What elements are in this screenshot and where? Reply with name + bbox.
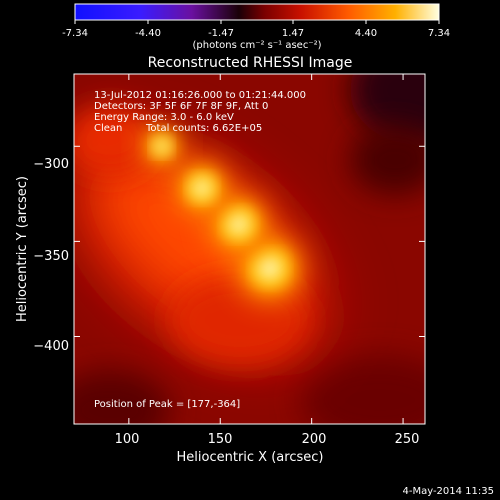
colorbar-tick-3: 1.47 <box>282 28 304 39</box>
colorbar-tick-2: -1.47 <box>208 28 234 39</box>
axis-ticks <box>74 74 425 424</box>
source-blobs <box>141 125 304 303</box>
emission-source-0 <box>257 256 282 281</box>
y-tick-label-300: −300 <box>33 157 69 172</box>
colorbar-tick-1: -4.40 <box>135 28 161 39</box>
annotation-peak-position: Position of Peak = [177,-364] <box>94 399 240 410</box>
y-axis-label: Heliocentric Y (arcsec) <box>15 176 30 322</box>
footer-date: 4-May-2014 11:35 <box>402 486 494 497</box>
chart-title: Reconstructed RHESSI Image <box>148 55 353 71</box>
colorbar-ticks <box>74 20 440 24</box>
colorbar-tick-4: 4.40 <box>355 28 377 39</box>
y-tick-label-350: −350 <box>33 249 69 264</box>
plot-frame <box>73 73 426 425</box>
x-tick-label-250: 250 <box>395 432 420 447</box>
x-tick-label-150: 150 <box>208 432 233 447</box>
x-axis-label: Heliocentric X (arcsec) <box>177 450 324 465</box>
annotation-energy-range: Energy Range: 3.0 - 6.0 keV <box>94 112 234 123</box>
colorbar-units: (photons cm⁻² s⁻¹ asec⁻²) <box>192 40 321 51</box>
annotation-time-range: 13-Jul-2012 01:16:26.000 to 01:21:44.000 <box>94 90 306 101</box>
x-tick-label-100: 100 <box>115 432 140 447</box>
y-tick-label-400: −400 <box>33 339 69 354</box>
colorbar <box>74 3 440 21</box>
colorbar-tick-0: -7.34 <box>62 28 88 39</box>
emission-source-2 <box>192 178 212 198</box>
annotation-detectors: Detectors: 3F 5F 6F 7F 8F 9F, Att 0 <box>94 101 268 112</box>
annotation-total-counts: Total counts: 6.62E+05 <box>145 123 262 134</box>
annotation-clean: Clean <box>94 123 122 134</box>
colorbar-tick-5: 7.34 <box>428 28 450 39</box>
heatmap-image <box>74 74 425 424</box>
emission-source-1 <box>227 213 250 236</box>
x-tick-label-200: 200 <box>302 432 327 447</box>
emission-source-3 <box>154 139 169 154</box>
